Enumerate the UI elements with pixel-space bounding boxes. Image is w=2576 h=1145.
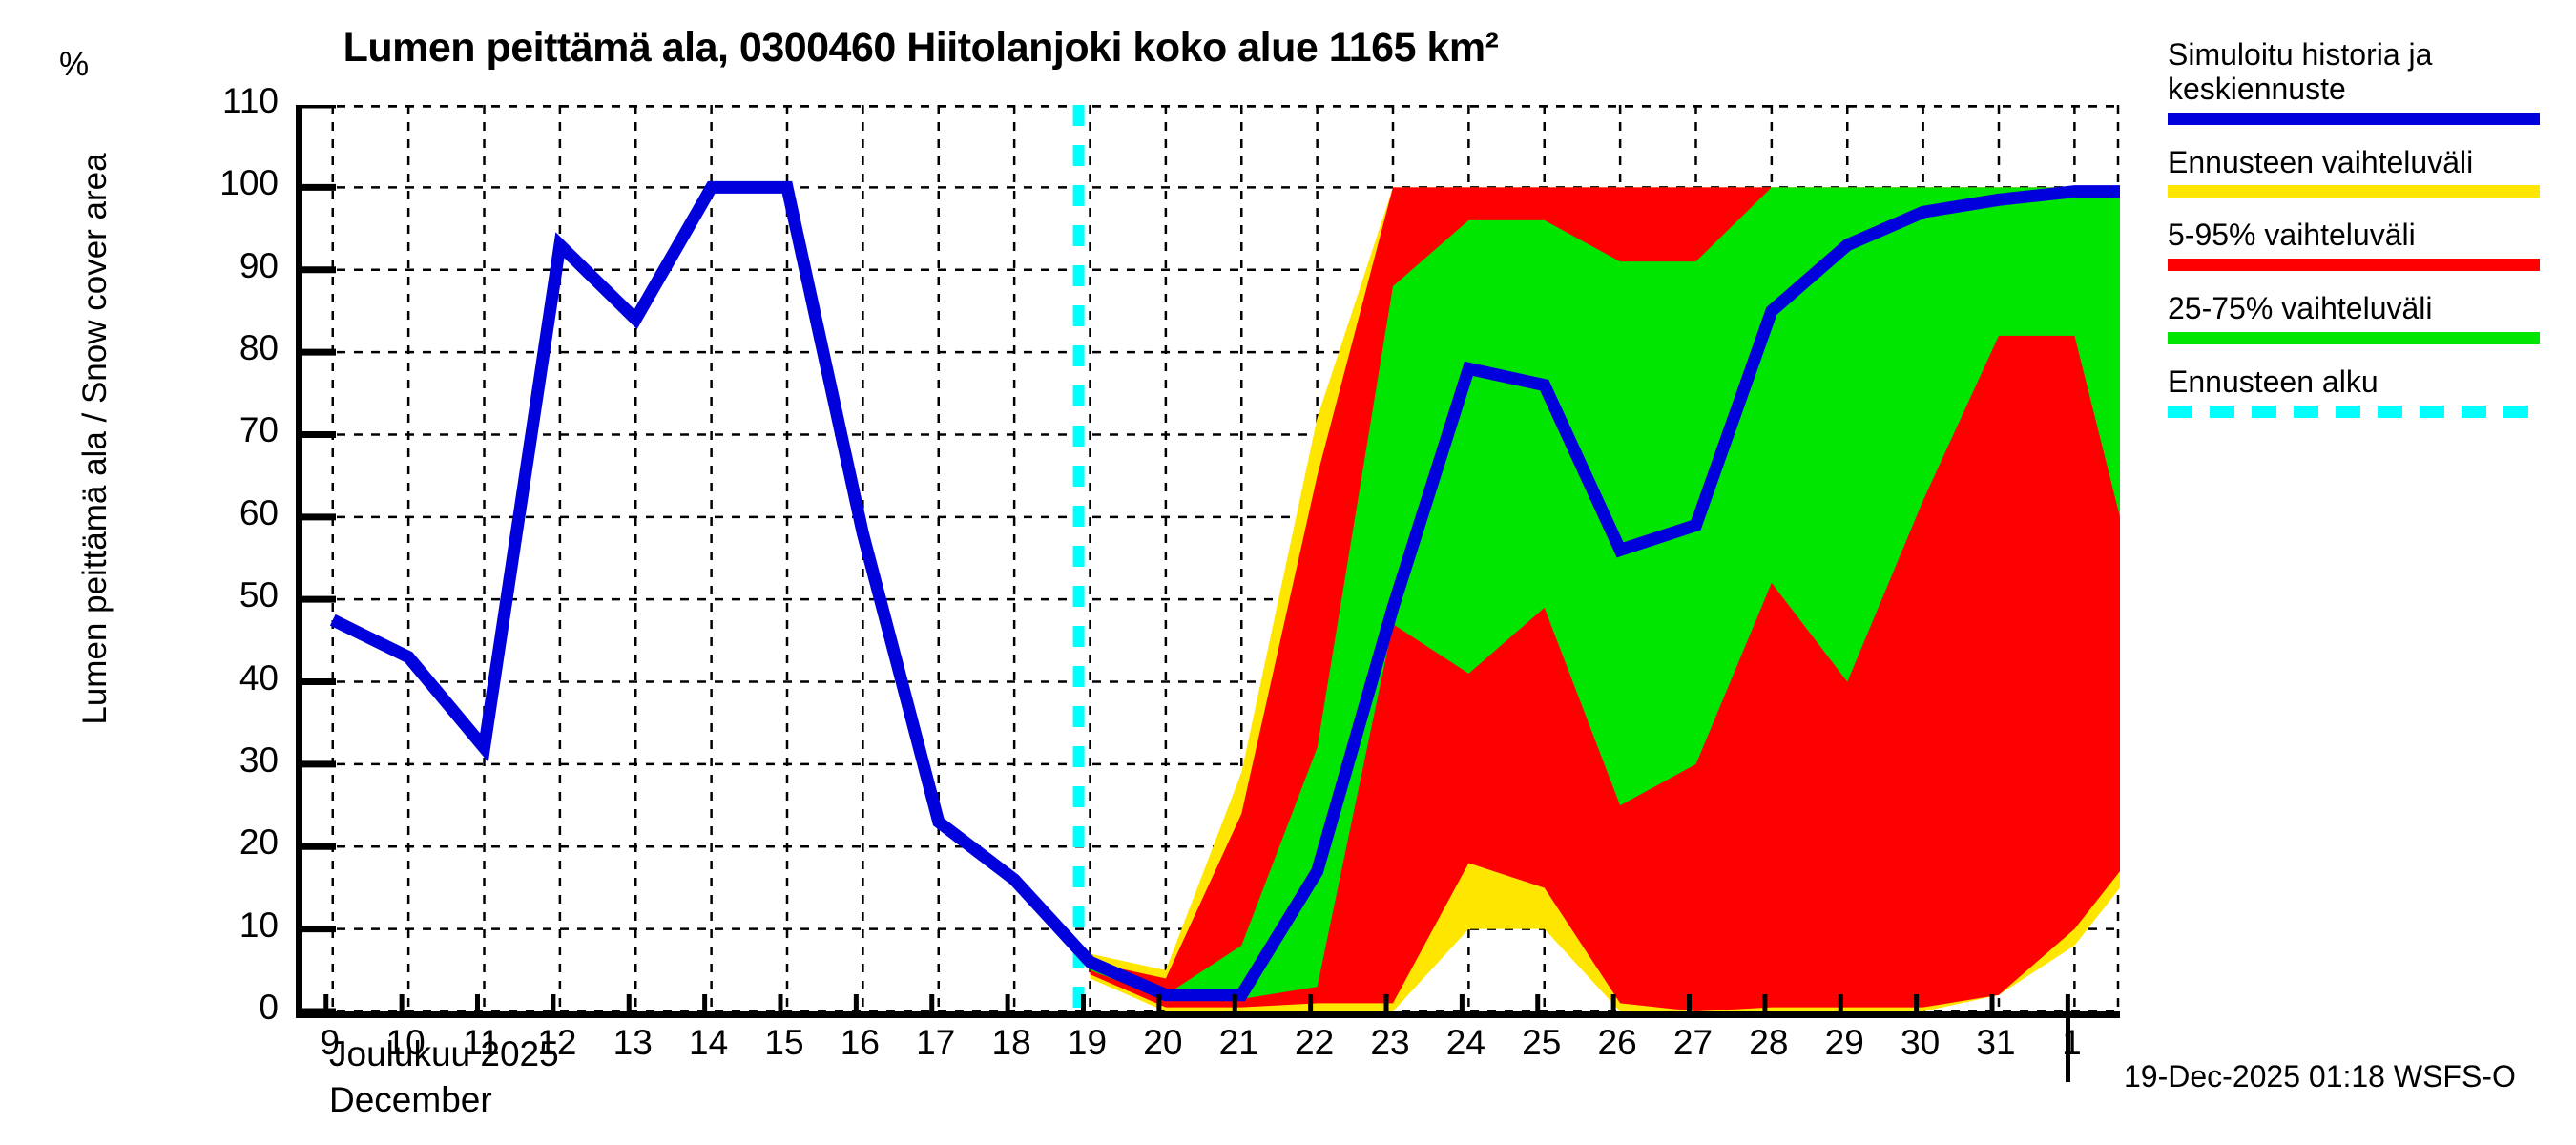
- forecast-bands: [1090, 187, 2120, 1011]
- mean-line: [329, 180, 2120, 1002]
- x-tick-label: 10: [385, 1023, 426, 1062]
- x-tick-label: 19: [1067, 1023, 1108, 1062]
- legend-swatch-3: [2168, 332, 2540, 345]
- legend-swatch-2: [2168, 259, 2540, 272]
- y-tick-label: 50: [239, 575, 279, 615]
- x-tick-label: 13: [613, 1023, 653, 1062]
- plot-area: [296, 105, 2120, 1018]
- page-title: Lumen peittämä ala, 0300460 Hiitolanjoki…: [343, 25, 1499, 71]
- month-label-fi: Joulukuu 2025: [329, 1034, 559, 1073]
- month-label-en: December: [329, 1080, 492, 1119]
- y-axis-label: Lumen peittämä ala / Snow cover area: [76, 153, 114, 725]
- x-tick-label: 31: [1976, 1023, 2016, 1062]
- legend-label-1: Ennusteen vaihteluväli: [2168, 144, 2474, 179]
- x-tick-label: 28: [1749, 1023, 1789, 1062]
- month-separator: [2066, 1015, 2071, 1082]
- y-tick-label: 10: [239, 905, 279, 945]
- y-tick-label: 80: [239, 328, 279, 368]
- y-tick-label: 100: [219, 163, 279, 203]
- y-tick-label: 0: [259, 988, 279, 1027]
- x-tick-label: 16: [840, 1023, 880, 1062]
- y-axis-unit: %: [59, 46, 90, 83]
- x-tick-label: 25: [1522, 1023, 1562, 1062]
- x-tick-label: 17: [916, 1023, 956, 1062]
- x-tick-label: 12: [537, 1023, 577, 1062]
- legend-label-4: Ennusteen alku: [2168, 364, 2379, 400]
- x-tick-label: 18: [991, 1023, 1031, 1062]
- legend-swatch-4: [2168, 405, 2540, 418]
- legend-swatch-1: [2168, 185, 2540, 198]
- footer-timestamp: 19-Dec-2025 01:18 WSFS-O: [2124, 1059, 2516, 1093]
- y-tick-label: 110: [222, 81, 279, 120]
- y-tick-label: 90: [239, 245, 279, 285]
- x-tick-label: 24: [1445, 1023, 1485, 1062]
- x-tick-label: 14: [689, 1023, 729, 1062]
- y-tick-label: 40: [239, 657, 279, 697]
- y-tick-label: 30: [239, 739, 279, 780]
- chart-legend: Simuloitu historia ja keskiennuste Ennust…: [2168, 37, 2568, 439]
- x-tick-label: 27: [1672, 1023, 1714, 1062]
- y-tick-label: 60: [239, 492, 279, 532]
- y-tick-label: 20: [239, 822, 279, 863]
- x-tick-label: 30: [1901, 1023, 1941, 1062]
- x-tick-label: 20: [1143, 1023, 1183, 1062]
- plot-canvas: [302, 105, 2120, 1011]
- y-tick-label: 70: [239, 410, 279, 450]
- band-25-75: [1090, 187, 2120, 1000]
- x-tick-label: 29: [1824, 1023, 1864, 1062]
- x-tick-label: 26: [1597, 1023, 1637, 1062]
- y-axis-label-wrap: Lumen peittämä ala / Snow cover area: [76, 10, 134, 868]
- x-tick-label: 1: [2062, 1023, 2082, 1062]
- legend-label-2: 5-95% vaihteluväli: [2168, 218, 2416, 253]
- chart-svg: [302, 105, 2120, 1011]
- legend-swatch-0: [2168, 112, 2540, 125]
- x-tick-label: 11: [463, 1023, 500, 1062]
- legend-label-3: 25-75% vaihteluväli: [2168, 291, 2433, 326]
- x-tick-label: 15: [764, 1023, 804, 1062]
- x-tick-label: 9: [320, 1023, 341, 1062]
- x-tick-label: 23: [1370, 1023, 1410, 1062]
- x-tick-label: 21: [1218, 1023, 1258, 1062]
- legend-label-0: Simuloitu historia ja keskiennuste: [2168, 37, 2433, 106]
- x-tick-label: 22: [1295, 1023, 1335, 1062]
